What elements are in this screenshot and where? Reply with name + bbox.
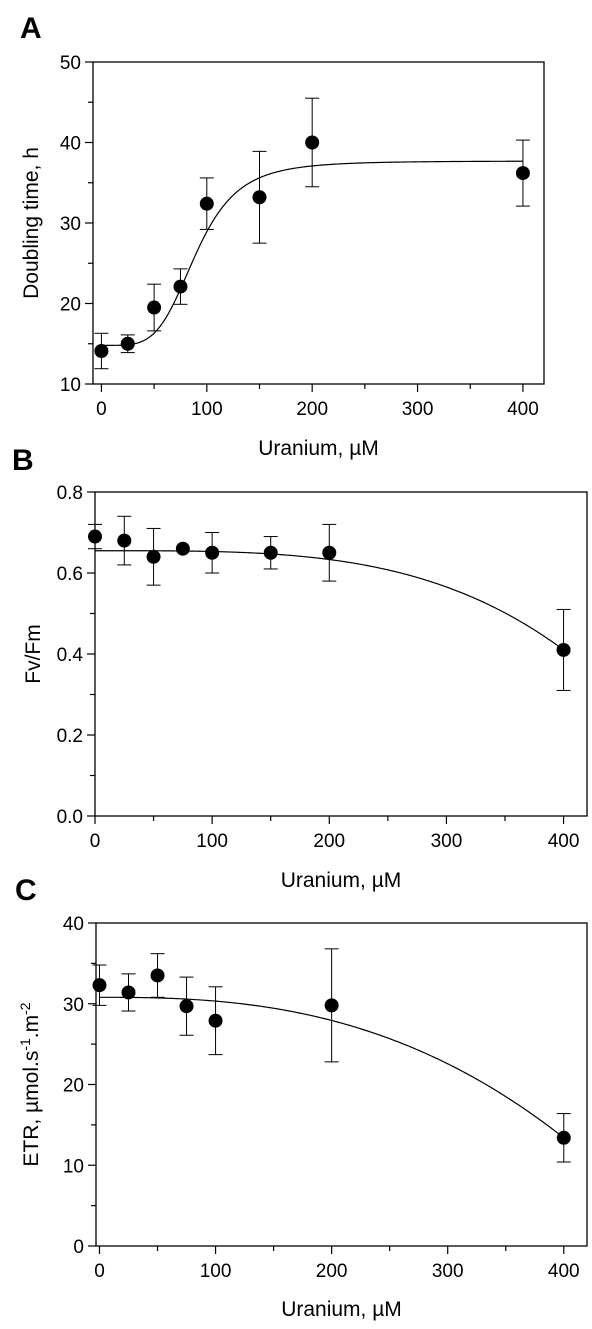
x-tick-label-a: 400 — [507, 399, 539, 420]
x-tick-label-b: 300 — [431, 831, 463, 852]
data-point-a — [305, 135, 320, 150]
x-tick-label-c: 0 — [94, 1261, 105, 1282]
data-point-b — [117, 533, 132, 548]
data-point-a — [173, 279, 188, 294]
y-tick-label-b: 0.8 — [57, 483, 83, 504]
x-tick-label-a: 0 — [96, 399, 107, 420]
chart-panel-b: 0 100 200 300 400 0.0 0.2 0.4 0.6 0.8 Uranium, µM F… — [22, 483, 588, 892]
x-tick-label-b: 100 — [196, 831, 228, 852]
x-tick-label-b: 400 — [548, 831, 580, 852]
plot-frame-b — [94, 491, 588, 817]
x-tick-label-c: 100 — [200, 1261, 232, 1282]
plot-frame-c — [95, 922, 588, 1247]
x-tick-label-a: 300 — [402, 399, 434, 420]
data-point-c — [150, 968, 165, 983]
data-point-c — [121, 985, 136, 1000]
y-tick-label-a: 40 — [60, 134, 81, 155]
data-point-b — [146, 549, 161, 564]
data-point-a — [199, 196, 214, 211]
data-point-c — [92, 978, 107, 993]
x-tick-label-c: 300 — [432, 1261, 464, 1282]
y-axis-label-b: Fv/Fm — [22, 624, 45, 683]
y-tick-label-b: 0.2 — [57, 726, 83, 747]
x-tick-label-a: 200 — [296, 399, 328, 420]
panel-label-a: A — [20, 12, 42, 45]
y-axis-label-c: ETR, µmol.s-1.m-2 — [17, 1002, 43, 1166]
data-point-c — [324, 998, 339, 1013]
data-point-b — [263, 545, 278, 560]
x-axis-label-a: Uranium, µM — [258, 437, 379, 460]
data-point-c — [208, 1013, 223, 1028]
x-tick-label-b: 200 — [313, 831, 345, 852]
plot-frame-a — [92, 61, 545, 385]
y-tick-label-c: 20 — [63, 1076, 84, 1097]
y-tick-label-c: 0 — [73, 1237, 84, 1258]
y-tick-label-c: 40 — [63, 914, 84, 935]
data-point-b — [556, 642, 571, 657]
x-tick-label-c: 400 — [548, 1261, 580, 1282]
chart-panel-c: 0 100 200 300 400 0 10 20 30 40 Uranium, µM ETR, µm… — [17, 914, 588, 1321]
data-point-a — [515, 166, 530, 181]
y-tick-label-a: 20 — [60, 295, 81, 316]
data-point-a — [120, 336, 135, 351]
y-tick-label-a: 10 — [60, 375, 81, 396]
y-tick-label-a: 50 — [60, 53, 81, 74]
x-axis-label-c: Uranium, µM — [281, 1298, 402, 1321]
data-point-b — [175, 541, 190, 556]
y-axis-label-a: Doubling time, h — [20, 147, 43, 299]
x-tick-label-a: 100 — [191, 399, 223, 420]
data-point-a — [94, 343, 109, 358]
panel-label-b: B — [12, 444, 34, 477]
y-tick-label-c: 30 — [63, 995, 84, 1016]
chart-panel-a: 0 100 200 300 400 10 20 30 40 50 Uranium, µM Doubli… — [20, 53, 545, 460]
x-tick-label-b: 0 — [90, 831, 101, 852]
data-point-b — [205, 545, 220, 560]
x-tick-label-c: 200 — [316, 1261, 348, 1282]
x-axis-label-b: Uranium, µM — [281, 869, 402, 892]
data-point-c — [556, 1130, 571, 1145]
data-point-b — [322, 545, 337, 560]
data-point-a — [147, 300, 162, 315]
y-tick-label-b: 0.0 — [57, 807, 83, 828]
y-tick-label-a: 30 — [60, 214, 81, 235]
y-tick-label-b: 0.4 — [57, 645, 84, 666]
data-point-a — [252, 190, 267, 205]
panel-label-c: C — [15, 874, 37, 907]
y-tick-label-c: 10 — [63, 1156, 84, 1177]
data-point-b — [88, 529, 102, 544]
data-point-c — [179, 999, 194, 1014]
fit-curve-a — [101, 160, 523, 346]
y-tick-label-b: 0.6 — [57, 564, 83, 585]
